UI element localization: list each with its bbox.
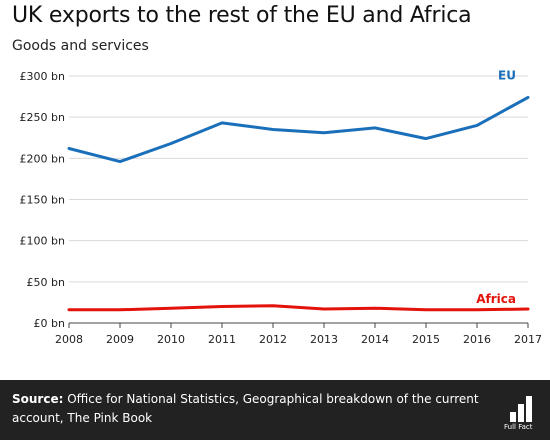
line-chart: £0 bn £50 bn £100 bn £150 bn £200 bn £250 bn £… xyxy=(20,68,542,346)
x-tick-label: 2012 xyxy=(259,333,287,346)
x-tick-label: 2016 xyxy=(463,333,491,346)
y-tick-label: £300 bn xyxy=(20,70,65,83)
series-label-africa: Africa xyxy=(476,292,516,306)
y-tick-label: £0 bn xyxy=(34,317,65,330)
source-label: Source: xyxy=(12,392,64,406)
y-tick-label: £100 bn xyxy=(20,235,65,248)
x-tick-label: 2014 xyxy=(361,333,389,346)
source-note: Source: Office for National Statistics, … xyxy=(12,390,482,428)
source-text: Office for National Statistics, Geograph… xyxy=(12,392,479,425)
series-line-africa xyxy=(67,304,530,312)
x-tick-label: 2017 xyxy=(514,333,542,346)
x-tick-label: 2011 xyxy=(208,333,236,346)
series-label-eu: EU xyxy=(498,68,516,82)
x-tick-label: 2009 xyxy=(106,333,134,346)
x-tick-label: 2010 xyxy=(157,333,185,346)
chart-subtitle: Goods and services xyxy=(12,38,149,54)
y-tick-label: £200 bn xyxy=(20,152,65,165)
svg-text:Full Fact: Full Fact xyxy=(504,423,533,430)
source-footer: Source: Office for National Statistics, … xyxy=(0,380,550,440)
y-tick-label: £250 bn xyxy=(20,111,65,124)
y-tick-label: £150 bn xyxy=(20,194,65,207)
x-tick-label: 2008 xyxy=(55,333,83,346)
y-tick-label: £50 bn xyxy=(27,276,65,289)
x-tick-label: 2015 xyxy=(412,333,440,346)
chart-title: UK exports to the rest of the EU and Afr… xyxy=(12,3,472,28)
series-line-eu xyxy=(67,95,530,164)
full-fact-logo-icon: Full Fact xyxy=(504,396,533,430)
x-tick-label: 2013 xyxy=(310,333,338,346)
